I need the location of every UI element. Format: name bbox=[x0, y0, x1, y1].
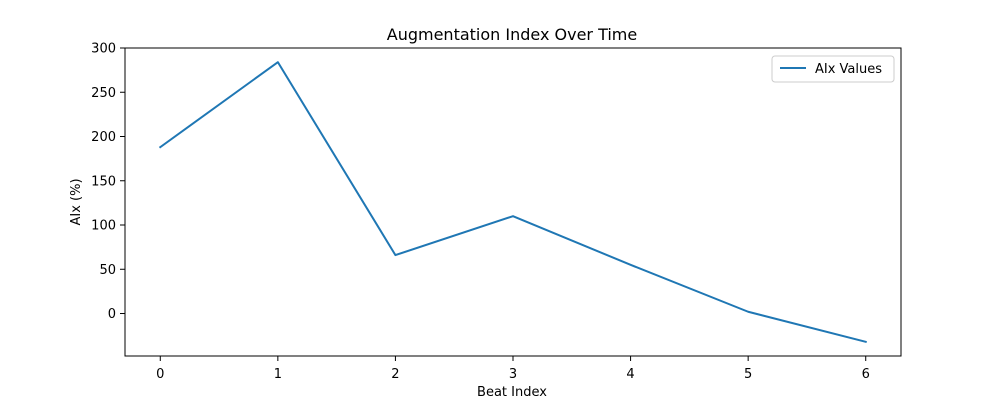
chart-title: Augmentation Index Over Time bbox=[387, 25, 637, 44]
y-tick-label: 300 bbox=[91, 42, 116, 57]
x-tick-label: 2 bbox=[391, 367, 399, 382]
x-tick-label: 3 bbox=[509, 367, 517, 382]
legend-box bbox=[771, 55, 895, 83]
y-tick-label: 0 bbox=[108, 307, 116, 322]
x-tick-label: 1 bbox=[274, 367, 282, 382]
x-axis-label: Beat Index bbox=[477, 385, 547, 400]
y-tick-label: 100 bbox=[91, 219, 116, 234]
x-ticks: 0 1 2 3 4 5 6 bbox=[156, 356, 870, 382]
x-tick-label: 6 bbox=[862, 367, 870, 382]
legend: AIx Values bbox=[771, 55, 895, 83]
y-axis-label: AIx (%) bbox=[69, 178, 84, 225]
x-tick-label: 4 bbox=[626, 367, 634, 382]
series-line-0 bbox=[158, 61, 867, 344]
series-layer bbox=[158, 61, 867, 344]
y-tick-label: 150 bbox=[91, 174, 116, 189]
plot-area bbox=[125, 48, 901, 356]
x-tick-label: 0 bbox=[156, 367, 164, 382]
y-tick-label: 250 bbox=[91, 86, 116, 101]
y-ticks: 0 50 100 150 200 250 300 bbox=[91, 42, 125, 322]
legend-entry-label: AIx Values bbox=[815, 62, 882, 77]
y-tick-label: 50 bbox=[99, 263, 116, 278]
plot-frame bbox=[124, 47, 902, 357]
x-tick-label: 5 bbox=[744, 367, 752, 382]
y-tick-label: 200 bbox=[91, 130, 116, 145]
